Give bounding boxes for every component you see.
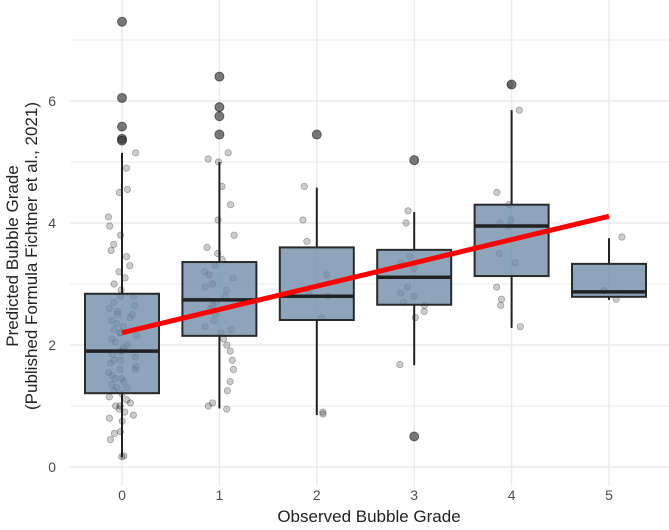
data-point	[204, 402, 212, 410]
data-point	[203, 243, 211, 251]
x-tick-label: 3	[410, 487, 418, 503]
outlier-point	[409, 431, 420, 442]
y-axis-title-line-1: Predicted Bubble Grade	[3, 165, 22, 346]
data-point	[223, 341, 231, 349]
data-point	[204, 155, 212, 163]
data-point	[122, 252, 131, 261]
data-point	[107, 246, 115, 255]
outlier-point	[214, 71, 225, 82]
data-point	[223, 387, 231, 395]
outlier-point	[311, 129, 322, 140]
y-axis-title-line-2: (Published Formula Fichtner et al., 2021…	[22, 102, 41, 410]
box-2	[278, 129, 355, 416]
data-point	[404, 207, 412, 215]
data-point	[226, 377, 234, 386]
box-body	[278, 246, 355, 321]
data-point	[111, 402, 120, 410]
data-point	[110, 280, 118, 288]
data-point	[110, 240, 118, 248]
x-tick-label: 5	[605, 487, 613, 503]
boxes	[84, 16, 647, 458]
box-4	[473, 79, 550, 328]
data-point	[226, 347, 234, 355]
x-tick-label: 4	[508, 487, 516, 503]
outlier-point	[214, 111, 225, 122]
data-point	[402, 219, 410, 227]
box-body	[84, 292, 160, 395]
data-point	[300, 182, 308, 190]
data-point	[129, 411, 137, 419]
data-point	[123, 185, 132, 194]
x-tick-label: 0	[118, 487, 126, 503]
data-point	[515, 106, 523, 114]
data-point	[303, 237, 311, 245]
data-point	[493, 283, 501, 291]
box-0	[84, 16, 160, 458]
data-point	[123, 396, 131, 404]
data-point	[228, 356, 236, 364]
data-point	[122, 164, 131, 172]
data-point	[105, 393, 113, 401]
data-point	[230, 231, 238, 239]
grid	[70, 0, 669, 486]
y-tick-label: 0	[48, 459, 56, 475]
y-tick-label: 6	[48, 93, 56, 109]
data-point	[110, 429, 118, 438]
data-point	[319, 410, 327, 418]
outlier-point	[117, 135, 127, 146]
data-point	[411, 313, 419, 322]
data-point	[132, 149, 140, 157]
data-point	[126, 399, 135, 407]
data-point	[493, 188, 501, 197]
data-point	[104, 213, 113, 221]
outlier-point	[117, 92, 127, 103]
data-point	[497, 301, 505, 309]
data-point	[126, 262, 134, 270]
trend-line	[121, 213, 610, 336]
x-axis-title: Observed Bubble Grade	[277, 507, 460, 525]
outlier-point	[506, 79, 517, 90]
x-tick-label: 1	[216, 487, 224, 503]
outlier-point	[117, 121, 127, 132]
data-point	[497, 295, 506, 303]
outlier-point	[214, 102, 225, 113]
data-point	[224, 149, 232, 157]
data-point	[226, 201, 235, 209]
data-point	[396, 360, 404, 369]
data-point	[208, 399, 217, 407]
data-point	[420, 307, 428, 316]
y-tick-labels: 0 2 4 6	[48, 93, 56, 475]
outlier-point	[117, 16, 127, 27]
outlier-point	[409, 155, 420, 166]
box-5	[571, 238, 647, 300]
y-tick-label: 4	[48, 215, 56, 231]
data-point	[229, 365, 238, 373]
data-point	[105, 414, 113, 422]
box-3	[376, 155, 453, 442]
data-point	[319, 408, 327, 416]
x-tick-labels: 0 1 2 3 4 5	[118, 487, 613, 503]
data-point	[106, 435, 115, 444]
data-point	[223, 405, 231, 413]
data-point	[516, 323, 524, 331]
y-tick-label: 2	[48, 337, 56, 353]
outlier-point	[214, 129, 225, 140]
x-tick-label: 2	[313, 487, 321, 503]
data-point	[618, 233, 626, 241]
data-point	[106, 222, 114, 230]
data-point	[299, 216, 307, 224]
